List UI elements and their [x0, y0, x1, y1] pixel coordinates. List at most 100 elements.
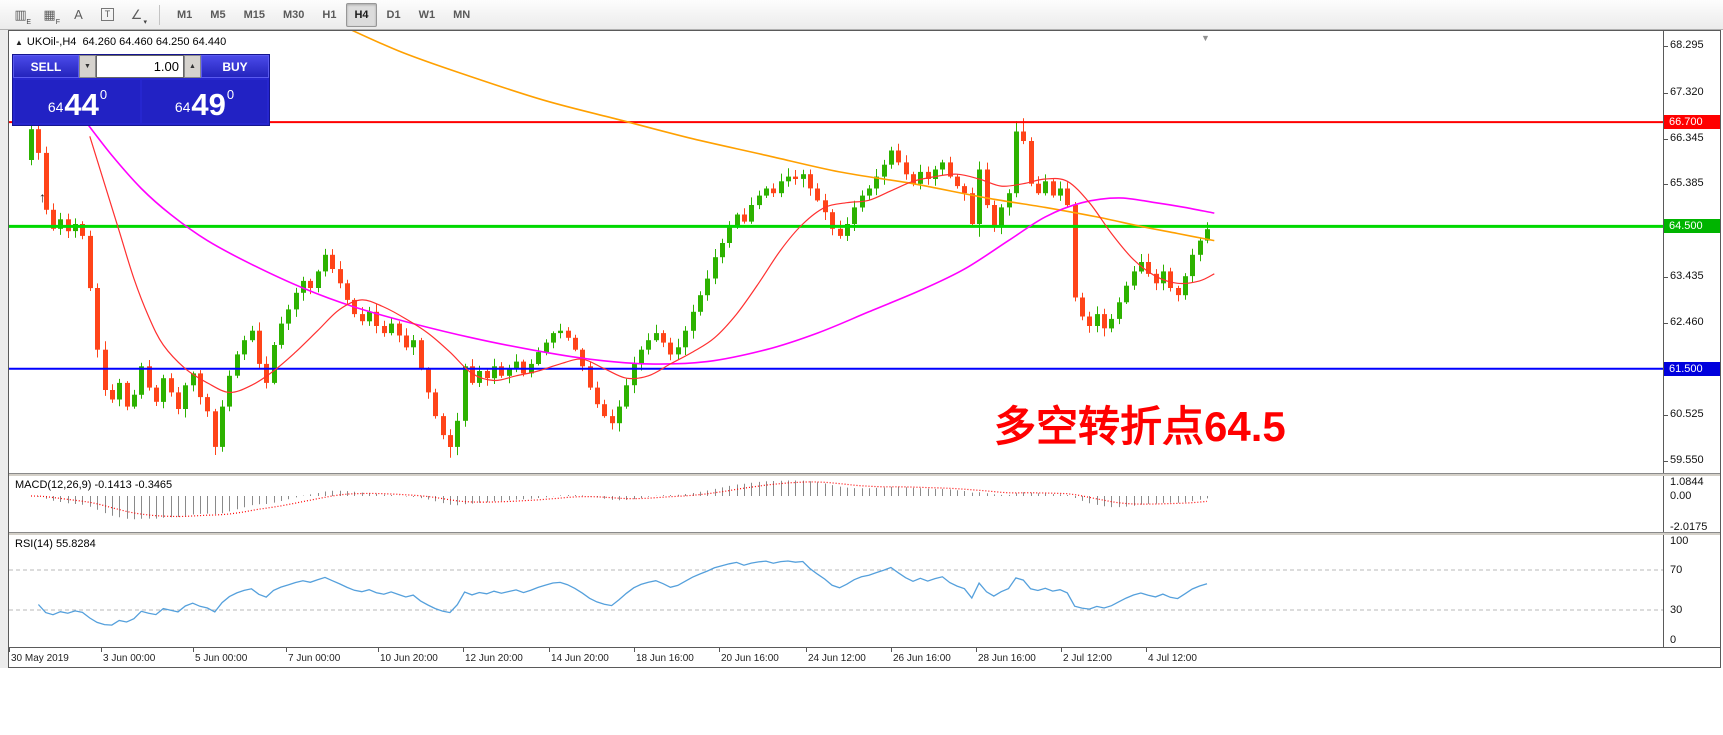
grid-icon[interactable]: ▦ F	[36, 3, 63, 27]
time-tick-mark	[976, 648, 977, 652]
arrow-up-marker: ↑	[39, 189, 46, 205]
pane-separator[interactable]	[9, 532, 1720, 535]
bid-big-digits: 44	[64, 87, 99, 122]
rsi-tick-label: 70	[1670, 564, 1683, 576]
timeframe-button-H1[interactable]: H1	[322, 8, 337, 21]
one-click-collapse-icon[interactable]: ▲	[15, 38, 23, 47]
time-tick-mark	[549, 648, 550, 652]
volume-increase-button[interactable]: ▲	[184, 55, 201, 78]
chart-window: ▲ UKOil-,H4 64.260 64.460 64.250 64.440 SE…	[8, 30, 1721, 668]
rsi-tick-label: 100	[1670, 535, 1689, 547]
bid-price[interactable]: 64 44 0	[15, 80, 140, 123]
rsi-label: RSI(14) 55.8284	[15, 538, 96, 550]
timeframe-button-M1[interactable]: M1	[177, 8, 193, 21]
timeframe-button-H4[interactable]: H4	[346, 2, 377, 27]
bid-prefix: 64	[47, 99, 64, 115]
charts-icon[interactable]: ▥ E	[7, 3, 34, 27]
rsi-line	[37, 560, 1208, 626]
time-tick-mark	[463, 648, 464, 652]
macd-value-1: -0.1413	[94, 479, 132, 491]
time-tick-label: 18 Jun 16:00	[636, 653, 694, 664]
bid-superscript: 0	[99, 87, 108, 102]
ohlc-values: 64.260 64.460 64.250 64.440	[82, 36, 227, 48]
time-tick-label: 28 Jun 16:00	[978, 653, 1036, 664]
ma-medium-magenta	[81, 116, 1215, 365]
time-tick-mark	[891, 648, 892, 652]
time-tick-mark	[378, 648, 379, 652]
macd-pane: MACD(12,26,9) -0.1413 -0.3465 1.0844 0.00…	[9, 476, 1720, 533]
line-tools-icon[interactable]: ∠ ▾	[123, 3, 150, 27]
toolbar-icons: ▥ E ▦ F A T ∠ ▾	[6, 3, 151, 27]
time-tick-mark	[286, 648, 287, 652]
line-tools-icon-glyph: ∠	[130, 7, 143, 22]
timeframe-button-M30[interactable]: M30	[282, 8, 305, 21]
chart-annotation: 多空转折点64.5	[994, 403, 1286, 450]
ask-big-digits: 49	[191, 87, 226, 122]
ask-superscript: 0	[226, 87, 235, 102]
volume-decrease-button[interactable]: ▼	[79, 55, 96, 78]
macd-scale[interactable]: 1.0844 0.00 -2.0175	[1663, 476, 1720, 533]
timeframe-button-M5[interactable]: M5	[210, 8, 226, 21]
time-tick-mark	[634, 648, 635, 652]
rsi-pane: RSI(14) 55.8284 100 70 30 0	[9, 535, 1720, 647]
time-tick-label: 30 May 2019	[11, 653, 69, 664]
line-tools-icon-sub: ▾	[143, 18, 147, 26]
grid-icon-sub: F	[55, 18, 60, 26]
macd-label: MACD(12,26,9) -0.1413 -0.3465	[15, 479, 172, 491]
symbol-label: UKOil-,H4	[26, 36, 77, 48]
price-tick-mark	[1664, 93, 1668, 94]
level-lines-group	[9, 121, 1663, 370]
price-scale[interactable]: 68.295 67.320 66.345 65.385 63.435 62.460 60.5…	[1663, 31, 1720, 473]
ma-fast-red	[89, 136, 1215, 394]
buy-button[interactable]: BUY	[201, 55, 269, 78]
text-label-icon[interactable]: A	[65, 3, 92, 27]
time-tick-label: 24 Jun 12:00	[808, 653, 866, 664]
time-tick-mark	[1061, 648, 1062, 652]
price-tick-mark	[1664, 461, 1668, 462]
candlestick-chart	[9, 31, 1663, 458]
chart-shift-icon[interactable]: ▼	[1201, 33, 1210, 43]
ask-price[interactable]: 64 49 0	[142, 80, 267, 123]
rsi-canvas[interactable]: RSI(14) 55.8284	[9, 535, 1663, 647]
pane-separator[interactable]	[9, 473, 1720, 476]
macd-chart	[30, 480, 1208, 520]
price-tick-label: 62.460	[1670, 316, 1704, 328]
price-chart-canvas[interactable]: ▲ UKOil-,H4 64.260 64.460 64.250 64.440 SE…	[9, 31, 1663, 473]
volume-input[interactable]	[96, 55, 184, 78]
price-level-badge: 64.500	[1664, 219, 1720, 233]
rsi-name: RSI(14)	[15, 538, 53, 550]
price-level-badge: 61.500	[1664, 362, 1720, 376]
time-tick-label: 4 Jul 12:00	[1148, 653, 1197, 664]
time-tick-label: 5 Jun 00:00	[195, 653, 248, 664]
text-box-icon-glyph: T	[100, 8, 115, 21]
charts-icon-glyph: ▥	[14, 7, 27, 22]
price-tick-mark	[1664, 415, 1668, 416]
time-axis[interactable]: 30 May 2019 3 Jun 00:00 5 Jun 00:00 7 Jun 0…	[9, 647, 1720, 667]
price-tick-mark	[1664, 277, 1668, 278]
sell-button[interactable]: SELL	[13, 55, 79, 78]
price-tick-mark	[1664, 184, 1668, 185]
toolbar: ▥ E ▦ F A T ∠ ▾ M1 M5 M15 M30 H1 H4 D1 W1 MN	[0, 0, 1723, 30]
text-box-icon[interactable]: T	[94, 3, 121, 27]
rsi-scale[interactable]: 100 70 30 0	[1663, 535, 1720, 647]
time-tick-label: 7 Jun 00:00	[288, 653, 341, 664]
timeframe-button-M15[interactable]: M15	[243, 8, 265, 21]
time-tick-label: 10 Jun 20:00	[380, 653, 438, 664]
timeframe-button-W1[interactable]: W1	[418, 8, 436, 21]
rsi-value: 55.8284	[55, 538, 96, 550]
time-tick-label: 2 Jul 12:00	[1063, 653, 1112, 664]
price-level-badge: 66.700	[1664, 115, 1720, 129]
macd-tick-label: 0.00	[1670, 490, 1692, 502]
macd-histogram	[38, 480, 1208, 520]
price-tick-mark	[1664, 46, 1668, 47]
macd-name: MACD(12,26,9)	[15, 479, 92, 491]
ask-prefix: 64	[174, 99, 191, 115]
chart-symbol-header: ▲ UKOil-,H4 64.260 64.460 64.250 64.440	[15, 36, 226, 48]
window-edge	[0, 30, 8, 668]
macd-tick-label: 1.0844	[1670, 476, 1704, 488]
ma-slow-orange	[351, 31, 1215, 242]
timeframe-button-MN[interactable]: MN	[453, 8, 471, 21]
time-tick-mark	[193, 648, 194, 652]
macd-canvas[interactable]: MACD(12,26,9) -0.1413 -0.3465	[9, 476, 1663, 532]
timeframe-button-D1[interactable]: D1	[386, 8, 401, 21]
